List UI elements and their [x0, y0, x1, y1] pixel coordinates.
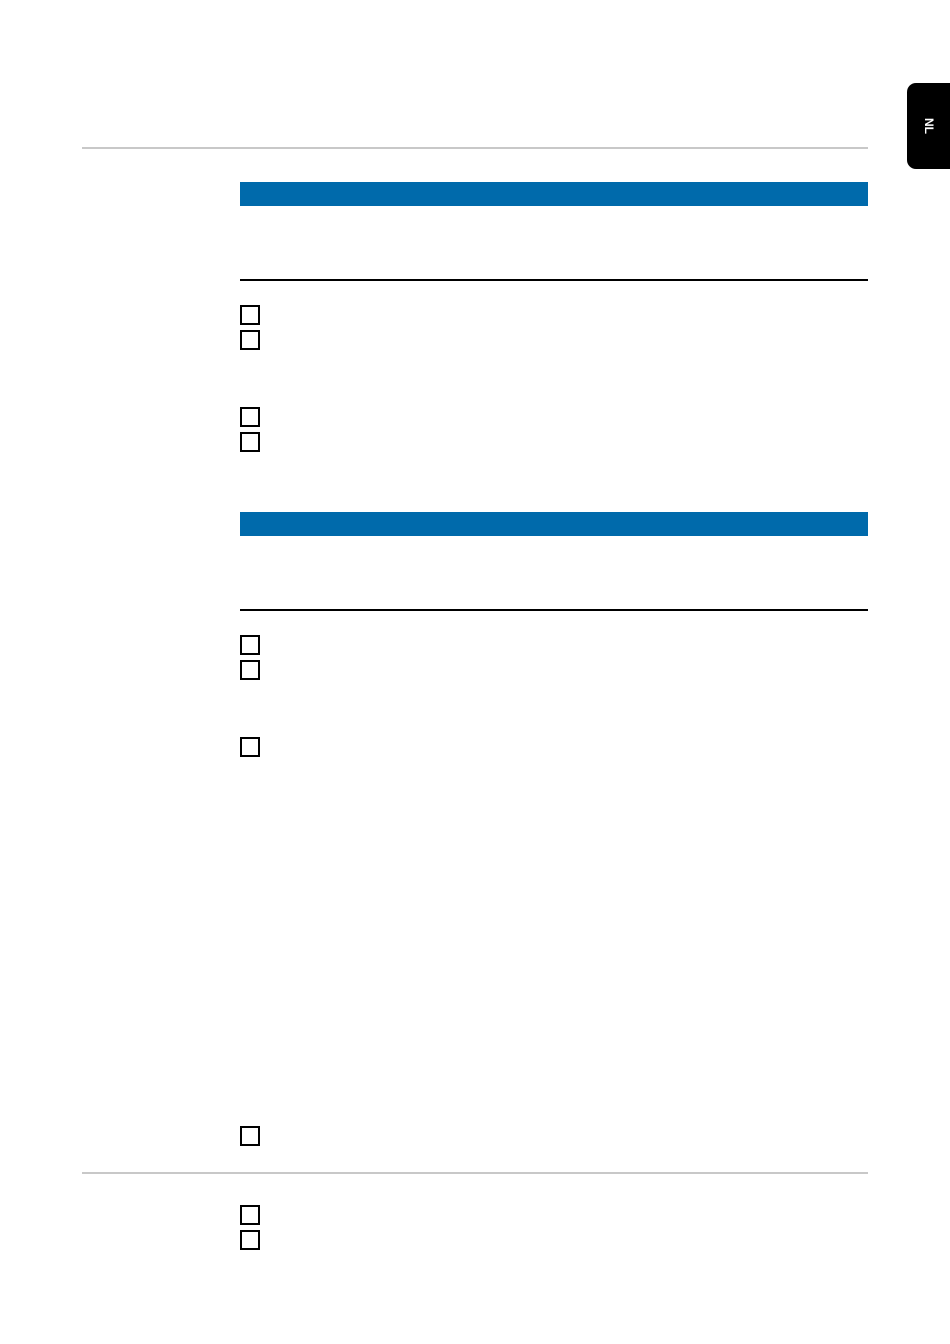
section-header-bar-1 [240, 182, 868, 206]
checkbox[interactable] [240, 1205, 260, 1225]
language-tab-nl: NL [907, 83, 950, 169]
language-tab-label: NL [921, 118, 936, 134]
page-divider-bottom [82, 1172, 868, 1174]
checkbox[interactable] [240, 305, 260, 325]
checkbox[interactable] [240, 660, 260, 680]
section-rule-2 [240, 609, 868, 611]
checkbox[interactable] [240, 1230, 260, 1250]
checkbox[interactable] [240, 432, 260, 452]
checkbox[interactable] [240, 1126, 260, 1146]
checkbox[interactable] [240, 635, 260, 655]
checkbox[interactable] [240, 737, 260, 757]
section-header-bar-2 [240, 512, 868, 536]
checkbox[interactable] [240, 407, 260, 427]
section-rule-1 [240, 279, 868, 281]
checkbox[interactable] [240, 330, 260, 350]
page-divider-top [82, 147, 868, 149]
